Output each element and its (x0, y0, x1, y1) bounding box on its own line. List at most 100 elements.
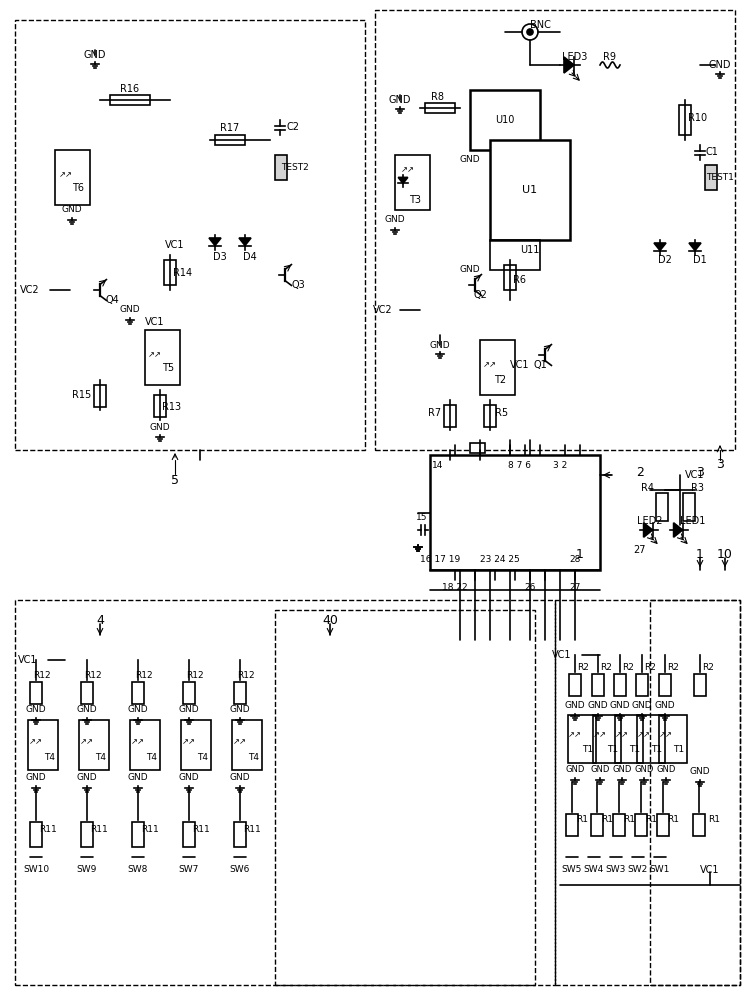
Text: GND: GND (26, 774, 47, 782)
Text: U10: U10 (496, 115, 514, 125)
Text: C2: C2 (286, 122, 300, 132)
Text: VC1: VC1 (700, 865, 719, 875)
Text: LED1: LED1 (680, 516, 706, 526)
Bar (183, 682, 195, 704)
Text: VC1: VC1 (510, 360, 529, 370)
Text: GND: GND (612, 766, 632, 774)
Text: R1: R1 (645, 816, 657, 824)
Text: SW1: SW1 (650, 865, 670, 874)
Text: R2: R2 (702, 664, 714, 672)
Polygon shape (674, 523, 683, 537)
Text: SW8: SW8 (128, 865, 148, 874)
Text: GND: GND (77, 774, 98, 782)
Text: SW9: SW9 (77, 865, 97, 874)
Text: GND: GND (709, 60, 731, 70)
Bar (555, 600, 740, 985)
Text: GND: GND (128, 706, 148, 714)
Bar (275, 155, 287, 180)
Bar (504, 265, 516, 290)
Text: T4: T4 (44, 754, 56, 762)
Text: GND: GND (62, 206, 83, 215)
Text: SW10: SW10 (23, 865, 49, 874)
Text: GND: GND (128, 774, 148, 782)
Bar (635, 814, 647, 836)
Bar (470, 90, 540, 150)
Text: R13: R13 (162, 402, 182, 412)
Text: R1: R1 (601, 816, 613, 824)
Text: R10: R10 (689, 113, 707, 123)
Bar (15, 600, 555, 985)
Bar (693, 814, 705, 836)
Bar (81, 822, 93, 847)
Text: VC1: VC1 (18, 655, 38, 665)
Text: R12: R12 (135, 672, 152, 680)
Text: T4: T4 (249, 754, 260, 762)
Text: R1: R1 (576, 816, 588, 824)
Text: ↗↗: ↗↗ (593, 730, 607, 740)
Bar (593, 715, 621, 763)
Bar (613, 814, 625, 836)
Text: 27: 27 (569, 584, 581, 592)
Bar (30, 682, 42, 704)
Text: R9: R9 (604, 52, 617, 62)
Bar (683, 493, 695, 521)
Text: GND: GND (565, 702, 585, 710)
Text: ↗↗: ↗↗ (401, 165, 415, 174)
Bar (430, 455, 600, 570)
Text: T6: T6 (72, 183, 84, 193)
Text: GND: GND (179, 774, 199, 782)
Bar (490, 240, 540, 270)
Text: ↗↗: ↗↗ (59, 170, 73, 180)
Bar (694, 674, 706, 696)
Text: ↗↗: ↗↗ (29, 738, 43, 746)
Bar (592, 674, 604, 696)
Bar (657, 814, 669, 836)
Text: R12: R12 (33, 672, 51, 680)
Text: GND: GND (689, 768, 710, 776)
Text: SW3: SW3 (606, 865, 626, 874)
Text: R2: R2 (667, 664, 679, 672)
Text: 40: 40 (322, 613, 338, 626)
Bar (614, 674, 626, 696)
Bar (566, 814, 578, 836)
Text: 16 17 19: 16 17 19 (420, 556, 460, 564)
Bar (55, 150, 90, 205)
Text: VC1: VC1 (165, 240, 185, 250)
Text: 8 7 6: 8 7 6 (508, 460, 532, 470)
Bar (568, 715, 596, 763)
Text: ↗↗: ↗↗ (568, 730, 582, 740)
Bar (569, 674, 581, 696)
Text: GND: GND (588, 702, 608, 710)
Text: ↗↗: ↗↗ (637, 730, 651, 740)
Text: C1: C1 (705, 147, 719, 157)
Bar (94, 385, 106, 407)
Text: R16: R16 (120, 84, 140, 94)
Text: GND: GND (430, 340, 451, 350)
Bar (637, 715, 665, 763)
Text: VC1: VC1 (145, 317, 164, 327)
Text: ↗↗: ↗↗ (233, 738, 247, 746)
Bar (232, 720, 262, 770)
Text: ↗↗: ↗↗ (80, 738, 94, 746)
Text: GND: GND (460, 265, 481, 274)
Text: R14: R14 (173, 268, 192, 278)
Text: GND: GND (656, 766, 676, 774)
Text: ↗↗: ↗↗ (483, 360, 497, 369)
Text: R8: R8 (430, 92, 444, 102)
Text: Q4: Q4 (105, 295, 119, 305)
Bar (234, 682, 246, 704)
Text: R2: R2 (600, 664, 612, 672)
Bar (15, 20, 365, 450)
Bar (395, 155, 430, 210)
Text: R11: R11 (90, 826, 108, 834)
Text: 28: 28 (569, 556, 581, 564)
Text: 10: 10 (717, 548, 733, 562)
Bar (81, 682, 93, 704)
Bar (110, 95, 150, 105)
Text: R12: R12 (237, 672, 255, 680)
Bar (636, 674, 648, 696)
Text: GND: GND (77, 706, 98, 714)
Bar (444, 405, 456, 427)
Text: T5: T5 (162, 363, 174, 373)
Text: GND: GND (655, 702, 675, 710)
